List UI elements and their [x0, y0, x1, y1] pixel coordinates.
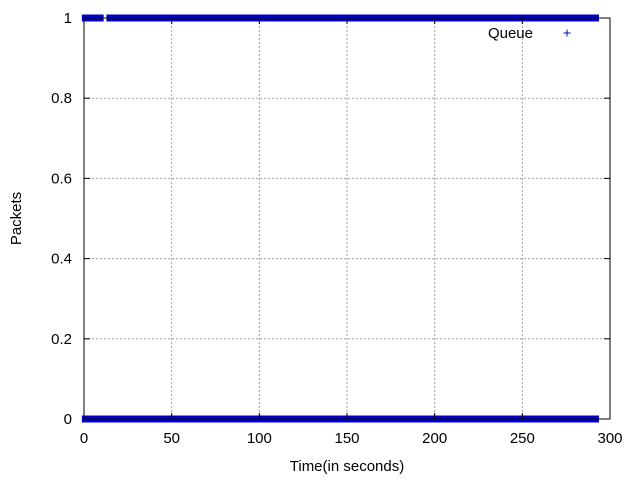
y-tick-label: 0.2	[51, 331, 72, 348]
x-axis-label: Time(in seconds)	[290, 458, 404, 475]
legend-label-queue: Queue	[488, 25, 533, 42]
x-tick-label: 50	[163, 430, 180, 447]
y-axis-label: Packets	[8, 192, 25, 245]
x-tick-label: 250	[510, 430, 535, 447]
x-tick-label: 150	[334, 430, 359, 447]
y-tick-label: 0.8	[51, 90, 72, 107]
y-tick-label: 0.4	[51, 251, 72, 268]
y-tick-label: 0	[64, 411, 72, 428]
y-tick-label: 1	[64, 10, 72, 27]
grid-lines	[84, 18, 610, 419]
x-tick-label: 200	[422, 430, 447, 447]
data-layer	[81, 14, 599, 423]
x-tick-label: 300	[597, 430, 622, 447]
y-tick-label: 0.6	[51, 170, 72, 187]
legend: Queue	[488, 25, 571, 42]
axis-ticks: 0 50 100 150 200 250 300 0 0.2 0.4 0.6 0.8 1	[51, 10, 622, 447]
x-tick-label: 0	[80, 430, 88, 447]
x-tick-label: 100	[247, 430, 272, 447]
